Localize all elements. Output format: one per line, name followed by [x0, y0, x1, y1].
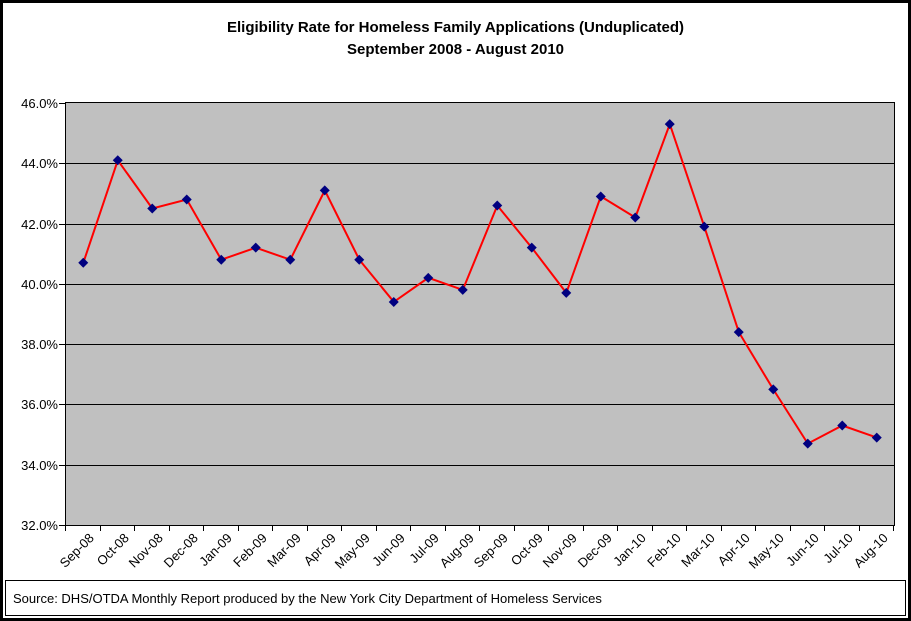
y-tick-mark: [59, 284, 66, 285]
x-tick-mark: [686, 526, 687, 531]
data-point-marker: [492, 200, 503, 211]
x-tick-mark: [238, 526, 239, 531]
y-tick-label: 36.0%: [21, 397, 58, 412]
y-tick-mark: [59, 465, 66, 466]
x-tick-mark: [445, 526, 446, 531]
x-tick-mark: [824, 526, 825, 531]
y-tick-mark: [59, 103, 66, 104]
x-tick-mark: [790, 526, 791, 531]
y-tick-mark: [59, 404, 66, 405]
x-tick-mark: [859, 526, 860, 531]
chart-title-line2: September 2008 - August 2010: [346, 41, 565, 58]
plot-area: [65, 102, 895, 526]
x-tick-mark: [755, 526, 756, 531]
x-tick-mark: [514, 526, 515, 531]
data-point-marker: [147, 203, 158, 214]
x-tick-mark: [583, 526, 584, 531]
data-point-marker: [285, 254, 296, 265]
data-point-marker: [664, 119, 675, 130]
y-tick-label: 32.0%: [21, 518, 58, 533]
chart-title: Eligibility Rate for Homeless Family App…: [3, 17, 908, 61]
x-tick-mark: [479, 526, 480, 531]
data-point-marker: [250, 242, 261, 253]
data-point-marker: [319, 185, 330, 196]
x-tick-mark: [203, 526, 204, 531]
data-point-marker: [733, 327, 744, 338]
x-tick-mark: [307, 526, 308, 531]
data-point-marker: [457, 284, 468, 295]
source-text: Source: DHS/OTDA Monthly Report produced…: [13, 590, 602, 606]
x-tick-mark: [134, 526, 135, 531]
data-point-marker: [768, 384, 779, 395]
x-tick-mark: [548, 526, 549, 531]
line-series-svg: [66, 119, 894, 466]
data-point-marker: [181, 194, 192, 205]
y-tick-label: 38.0%: [21, 337, 58, 352]
data-point-marker: [216, 254, 227, 265]
y-tick-label: 34.0%: [21, 458, 58, 473]
data-point-marker: [112, 155, 123, 166]
x-tick-mark: [376, 526, 377, 531]
y-tick-label: 40.0%: [21, 277, 58, 292]
data-point-marker: [871, 432, 882, 443]
y-tick-label: 42.0%: [21, 217, 58, 232]
y-tick-label: 46.0%: [21, 96, 58, 111]
x-tick-mark: [721, 526, 722, 531]
data-point-marker: [802, 438, 813, 449]
source-box: Source: DHS/OTDA Monthly Report produced…: [5, 580, 906, 616]
data-point-marker: [423, 272, 434, 283]
x-tick-mark: [341, 526, 342, 531]
x-tick-mark: [652, 526, 653, 531]
series-line: [82, 121, 878, 445]
data-point-marker: [837, 420, 848, 431]
y-tick-mark: [59, 525, 66, 526]
data-point-marker: [561, 287, 572, 298]
x-tick-mark: [272, 526, 273, 531]
x-tick-mark: [65, 526, 66, 531]
data-point-marker: [354, 254, 365, 265]
x-tick-mark: [410, 526, 411, 531]
x-tick-mark: [617, 526, 618, 531]
data-point-marker: [388, 296, 399, 307]
chart-title-line1: Eligibility Rate for Homeless Family App…: [226, 19, 685, 36]
y-tick-mark: [59, 163, 66, 164]
y-tick-mark: [59, 344, 66, 345]
data-point-marker: [630, 212, 641, 223]
data-point-marker: [595, 191, 606, 202]
x-tick-mark: [169, 526, 170, 531]
data-point-marker: [526, 242, 537, 253]
y-tick-mark: [59, 224, 66, 225]
data-point-marker: [78, 257, 89, 268]
y-tick-label: 44.0%: [21, 156, 58, 171]
x-tick-mark: [893, 526, 894, 531]
data-point-marker: [699, 221, 710, 232]
x-tick-mark: [100, 526, 101, 531]
